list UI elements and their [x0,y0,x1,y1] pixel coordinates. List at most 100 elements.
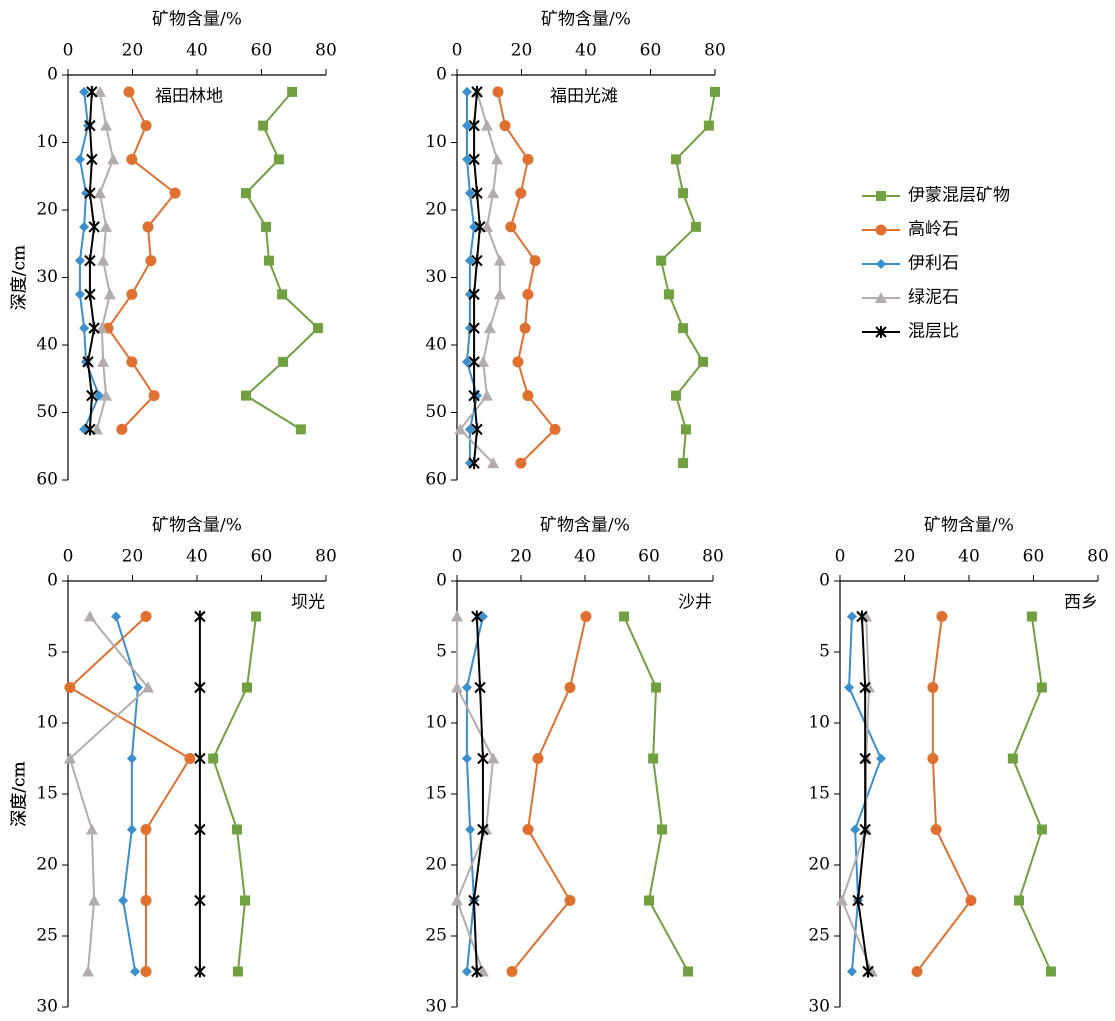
marker [126,356,138,368]
series-line [455,616,495,972]
marker [859,752,871,765]
marker [261,221,272,232]
x-tick-label: 80 [704,41,726,61]
marker [927,682,939,693]
marker [140,966,152,977]
marker [512,356,524,368]
marker [184,753,196,764]
marker [515,457,527,469]
marker [295,424,306,435]
marker [852,894,864,907]
marker [64,682,76,693]
marker [126,288,138,300]
marker [487,752,500,764]
marker [683,966,694,977]
marker [194,823,206,836]
marker [118,895,129,906]
marker [856,610,868,623]
series-line [857,616,870,972]
marker [461,966,472,977]
marker [451,681,463,693]
series-line [1011,616,1052,972]
x-tick-label: 20 [894,547,916,567]
x-tick-label: 60 [1023,547,1045,567]
marker [580,611,592,622]
marker [251,611,262,622]
x-axis-title: 矿物含量/% [924,516,1014,536]
marker [492,86,504,98]
y-axis-title: 深度/cm [10,761,30,826]
marker [461,86,472,97]
x-tick-label: 80 [315,547,337,567]
marker [465,824,476,835]
marker [241,188,252,199]
marker [278,356,289,367]
marker [927,753,939,764]
marker [97,254,110,266]
panel-title: 西乡 [1064,593,1098,613]
series-line [916,616,973,973]
marker [477,823,489,836]
marker [84,187,96,200]
marker [82,120,93,131]
marker [451,610,463,622]
marker [678,323,689,334]
y-tick-label: 0 [436,65,447,85]
marker [82,355,94,368]
x-axis-title: 矿物含量/% [152,516,242,536]
y-tick-label: 15 [808,784,830,804]
series-line [212,616,258,972]
marker [85,823,98,835]
marker [194,610,206,623]
marker [468,119,480,132]
marker [88,894,101,906]
marker [835,894,848,906]
marker [480,119,493,131]
marker [875,292,887,303]
y-tick-label: 25 [425,926,447,946]
marker [859,681,871,694]
x-tick-label: 20 [122,41,144,61]
y-tick-label: 20 [808,855,830,875]
marker [84,254,96,267]
marker [93,187,106,199]
marker [480,220,493,232]
x-tick-label: 60 [640,41,662,61]
x-axis-title: 矿物含量/% [541,10,631,30]
marker [477,752,489,765]
y-tick-label: 40 [425,335,447,355]
series-line [848,616,883,972]
y-tick-label: 30 [425,267,447,287]
marker [710,86,720,97]
marker [312,323,323,334]
marker [79,323,90,334]
marker [194,965,206,978]
y-tick-label: 20 [36,855,58,875]
marker [194,894,206,907]
marker [468,288,480,301]
marker [506,966,518,977]
y-tick-label: 5 [819,642,830,662]
x-tick-label: 40 [186,547,208,567]
y-tick-label: 5 [47,642,58,662]
marker [965,895,977,906]
marker [468,153,480,166]
marker [140,824,152,835]
marker [483,322,496,334]
marker [657,824,668,835]
marker [875,224,887,236]
series-line [465,91,479,464]
marker [471,187,483,200]
marker [148,390,160,402]
marker [471,85,483,98]
marker [140,611,152,622]
marker [859,823,871,836]
marker [142,221,154,233]
marker [468,322,480,335]
marker [461,356,472,367]
series-line [660,91,716,464]
marker [454,423,467,435]
series-line [244,91,320,431]
legend-label: 伊蒙混层矿物 [908,186,1010,206]
